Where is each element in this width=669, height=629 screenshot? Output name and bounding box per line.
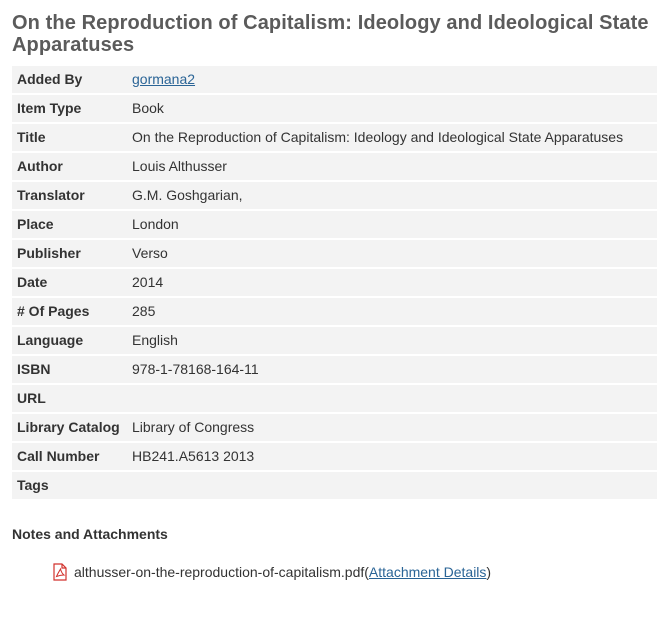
field-value: Book — [132, 100, 164, 116]
field-value: 978-1-78168-164-11 — [132, 361, 259, 377]
field-row-isbn: ISBN 978-1-78168-164-11 — [12, 356, 657, 383]
added-by-user-link[interactable]: gormana2 — [132, 71, 196, 87]
attachment-paren-open: ( — [364, 564, 369, 580]
field-value: G.M. Goshgarian, — [132, 187, 243, 203]
field-value: 2014 — [132, 274, 164, 290]
field-row-translator: Translator G.M. Goshgarian, — [12, 182, 657, 209]
item-metadata-table: Added By gormana2 Item Type Book Title O… — [12, 64, 657, 501]
pdf-icon — [52, 563, 68, 581]
field-row-publisher: Publisher Verso — [12, 240, 657, 267]
field-label: Language — [17, 332, 84, 348]
field-label: Added By — [17, 71, 83, 87]
attachment-filename: althusser-on-the-reproduction-of-capital… — [74, 564, 365, 580]
field-row-url: URL — [12, 385, 657, 412]
field-value: gormana2 — [127, 66, 657, 93]
field-row-place: Place London — [12, 211, 657, 238]
attachments-list: althusser-on-the-reproduction-of-capital… — [12, 563, 657, 581]
field-row-item-type: Item Type Book — [12, 95, 657, 122]
field-row-tags: Tags — [12, 472, 657, 499]
field-row-date: Date 2014 — [12, 269, 657, 296]
field-value: Library of Congress — [132, 419, 255, 435]
field-row-num-pages: # Of Pages 285 — [12, 298, 657, 325]
page-title: On the Reproduction of Capitalism: Ideol… — [12, 12, 649, 56]
field-value: Verso — [132, 245, 168, 261]
field-row-language: Language English — [12, 327, 657, 354]
attachment-paren-close: ) — [486, 564, 492, 580]
field-label: Tags — [17, 477, 49, 493]
field-value: Louis Althusser — [132, 158, 227, 174]
field-label: Author — [17, 158, 63, 174]
field-row-added-by: Added By gormana2 — [12, 66, 657, 93]
field-value: English — [132, 332, 178, 348]
attachment-details-link[interactable]: Attachment Details — [368, 564, 487, 580]
field-value — [127, 385, 657, 412]
field-label: Date — [17, 274, 48, 290]
attachment-item: althusser-on-the-reproduction-of-capital… — [52, 563, 657, 581]
field-label: Place — [17, 216, 54, 232]
field-row-title: Title On the Reproduction of Capitalism:… — [12, 124, 657, 151]
field-label: Translator — [17, 187, 85, 203]
field-value: London — [132, 216, 179, 232]
field-label: Call Number — [17, 448, 100, 464]
field-row-library-catalog: Library Catalog Library of Congress — [12, 414, 657, 441]
field-value: 285 — [132, 303, 156, 319]
field-label: Publisher — [17, 245, 81, 261]
field-label: Title — [17, 129, 46, 145]
field-label: Library Catalog — [17, 419, 120, 435]
field-value: On the Reproduction of Capitalism: Ideol… — [132, 129, 624, 145]
field-value: HB241.A5613 2013 — [132, 448, 255, 464]
notes-heading: Notes and Attachments — [12, 526, 168, 542]
field-row-author: Author Louis Althusser — [12, 153, 657, 180]
field-label: # Of Pages — [17, 303, 90, 319]
field-label: Item Type — [17, 100, 82, 116]
field-row-call-number: Call Number HB241.A5613 2013 — [12, 443, 657, 470]
field-value — [127, 472, 657, 499]
field-label: ISBN — [17, 361, 51, 377]
field-label: URL — [17, 390, 46, 406]
